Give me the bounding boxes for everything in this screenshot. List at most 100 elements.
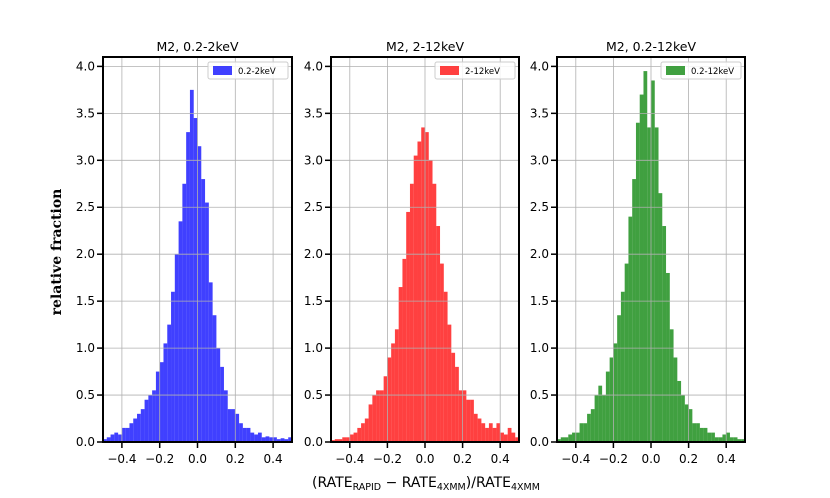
histogram-bar	[651, 80, 655, 442]
x-tick-label: 0.0	[188, 452, 207, 466]
histogram-bar	[368, 404, 373, 442]
histogram-bar	[473, 413, 478, 442]
x-tick-label: −0.2	[599, 452, 628, 466]
histogram-bar	[137, 413, 141, 442]
histogram-bar	[148, 395, 153, 442]
histogram-bar	[417, 141, 422, 442]
histogram-bar	[346, 437, 350, 442]
histogram-bar	[568, 434, 573, 442]
y-tick-label: 2.5	[304, 200, 323, 214]
histogram-bar	[624, 263, 629, 442]
histogram-bar	[579, 423, 584, 442]
histogram-bar	[394, 329, 399, 442]
histogram-bar	[144, 399, 149, 442]
x-tick-label: −0.4	[335, 452, 364, 466]
histogram-bar	[406, 211, 410, 442]
histogram-bar	[458, 390, 463, 442]
histogram-bar	[239, 423, 243, 442]
histogram-bar	[413, 155, 418, 442]
x-axis-label: (RATERAPID − RATE4XMM)/RATE4XMM	[312, 475, 540, 493]
histogram-bar	[481, 423, 486, 442]
histogram-bar	[729, 437, 734, 442]
histogram-bar	[451, 352, 456, 442]
grid	[557, 57, 745, 442]
histogram-bar	[635, 122, 640, 442]
histogram-bar	[647, 127, 651, 443]
histogram-bar	[159, 362, 164, 442]
y-tick-label: 1.0	[530, 341, 549, 355]
histogram-bar	[609, 357, 614, 442]
histogram-bar	[485, 427, 489, 442]
histogram-bar	[575, 432, 580, 442]
histogram-bar	[714, 437, 719, 442]
histogram-bar	[692, 423, 697, 442]
y-tick-label: 3.5	[304, 106, 323, 120]
y-tick-label: 4.0	[76, 59, 95, 73]
histogram-bar	[613, 343, 618, 442]
x-tick-label: −0.2	[373, 452, 402, 466]
histogram-bar	[342, 437, 347, 442]
y-tick-label: 2.0	[304, 247, 323, 261]
histogram-bar	[391, 343, 395, 442]
histogram-bar	[605, 371, 610, 442]
histogram-bar	[383, 376, 388, 442]
histogram-bar	[741, 439, 745, 442]
histogram-bar	[598, 385, 603, 442]
histogram-bar	[376, 390, 380, 442]
legend: 0.2-2keV	[207, 61, 289, 80]
histogram-bar	[436, 226, 441, 442]
histogram-bar	[477, 418, 482, 442]
y-tick-label: 1.0	[304, 341, 323, 355]
histogram-bar	[167, 324, 172, 442]
histogram-bar	[443, 291, 448, 442]
histogram-bar	[242, 427, 247, 442]
y-axis-label: relative fraction	[49, 189, 65, 316]
histogram-bar	[178, 221, 183, 442]
histogram-bar	[639, 94, 644, 442]
histogram-bar	[106, 437, 111, 442]
histogram-bar	[140, 409, 145, 442]
histogram-bar	[201, 179, 206, 442]
histogram-bar	[379, 390, 384, 442]
panel-title: M2, 0.2-12keV	[606, 39, 696, 54]
x-tick-label: −0.2	[145, 452, 174, 466]
histogram-bar	[205, 202, 209, 442]
histogram-bar	[103, 439, 107, 442]
x-tick-label: 0.2	[453, 452, 472, 466]
y-tick-label: 0.0	[530, 435, 549, 449]
histogram-bar	[220, 366, 224, 442]
legend-swatch	[213, 66, 232, 75]
histogram-bar	[511, 432, 516, 442]
histogram-bar	[171, 291, 175, 442]
histogram-bar	[662, 226, 667, 442]
histogram-bar	[114, 432, 119, 442]
histogram-bar	[246, 427, 251, 442]
histogram-bar	[361, 423, 365, 442]
histogram-bar	[155, 371, 160, 442]
legend-swatch	[666, 66, 685, 75]
histogram-bar	[500, 432, 504, 442]
y-tick-label: 3.0	[304, 153, 323, 167]
histogram-bar	[182, 183, 187, 442]
histogram-bar	[666, 272, 670, 442]
histogram-bar	[602, 395, 606, 442]
y-tick-label: 1.5	[530, 294, 549, 308]
y-tick-label: 1.5	[76, 294, 95, 308]
legend-label: 2-12keV	[465, 67, 500, 77]
histogram-bar	[654, 127, 659, 443]
histogram-bar	[257, 432, 262, 442]
histogram-bar	[711, 432, 715, 442]
y-tick-label: 2.0	[530, 247, 549, 261]
histogram-bar	[496, 423, 501, 442]
histogram-bar	[733, 437, 738, 442]
histogram-bar	[703, 427, 708, 442]
histogram-bar	[250, 432, 255, 442]
histogram-bar	[572, 432, 576, 442]
histogram-bar	[515, 437, 519, 442]
histogram-bar	[265, 436, 270, 442]
histogram-bar	[197, 146, 202, 442]
histogram-bar	[118, 434, 122, 442]
histogram-bar	[470, 399, 474, 442]
histogram-bar	[398, 287, 403, 442]
grid	[103, 57, 292, 442]
